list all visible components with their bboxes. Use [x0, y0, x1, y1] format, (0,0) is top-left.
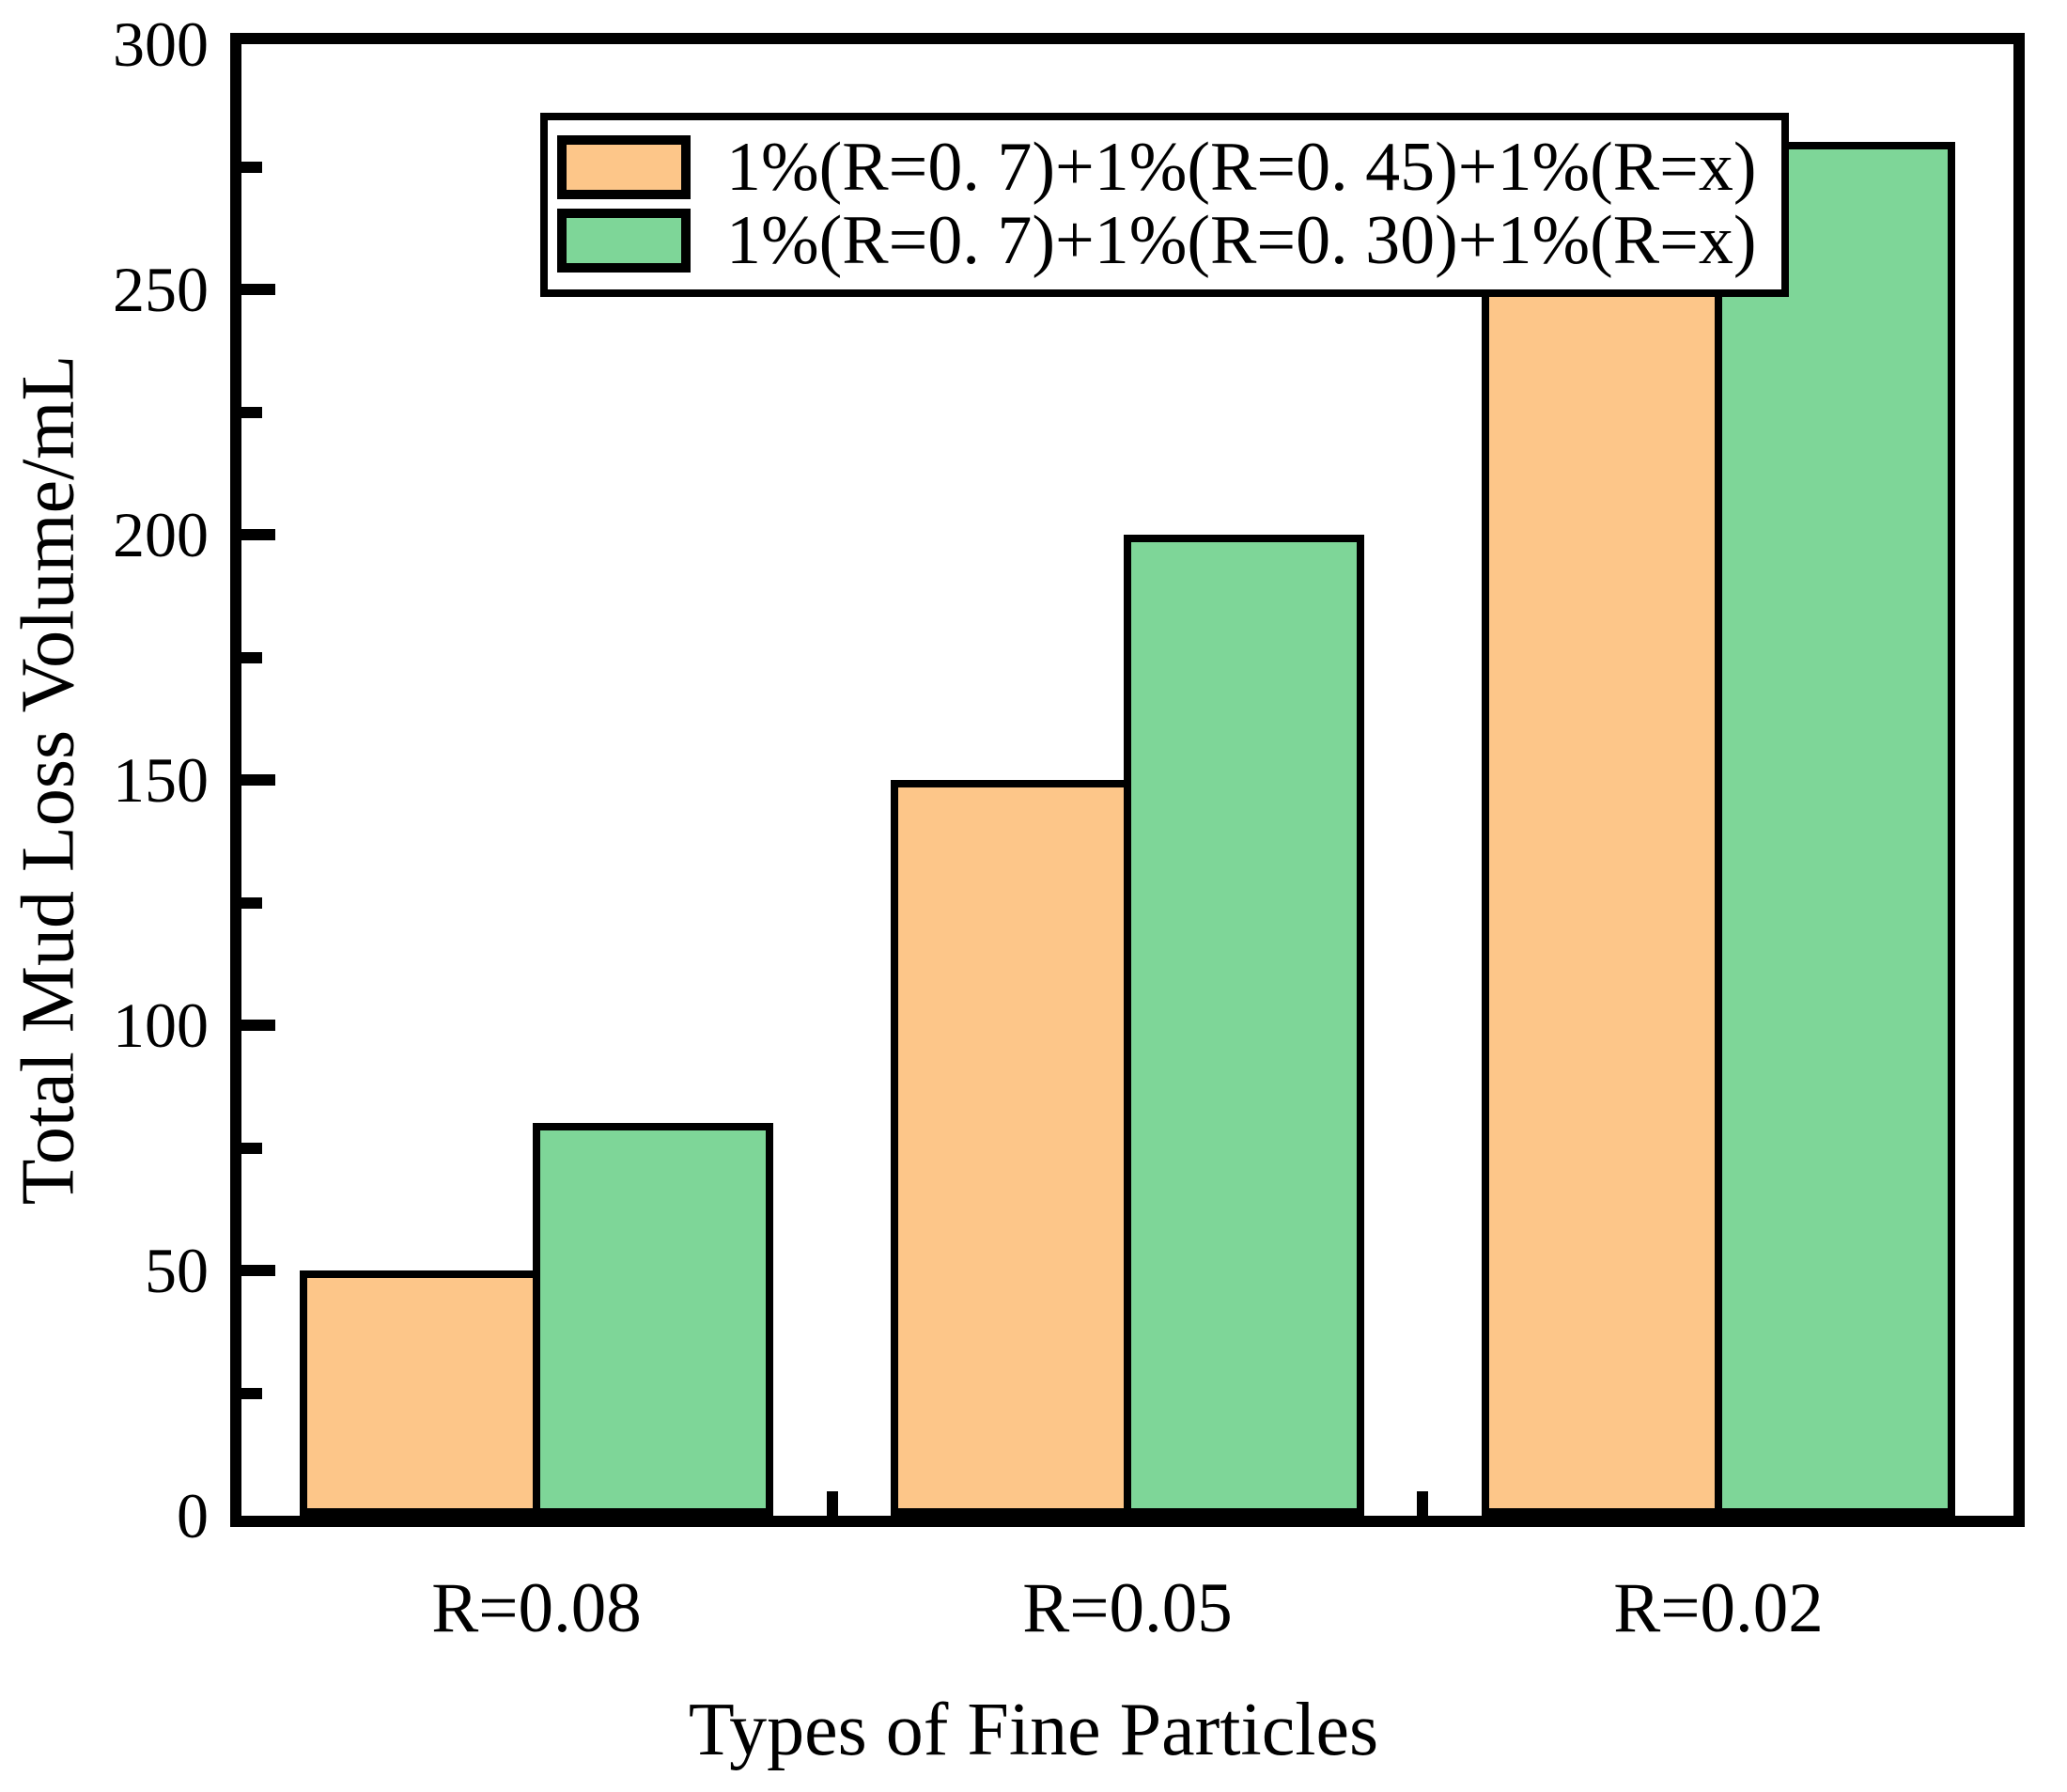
y-major-tick-50 [241, 1265, 275, 1276]
legend-swatch-green [557, 209, 691, 273]
y-minor-tick-275 [241, 162, 262, 173]
x-tick-label-R=0.02: R=0.02 [1613, 1569, 1824, 1647]
y-tick-label-0: 0 [177, 1480, 209, 1551]
y-major-tick-200 [241, 529, 275, 540]
y-minor-tick-25 [241, 1388, 262, 1399]
legend-label-series2: 1%(R=0. 7)+1%(R=0. 30)+1%(R=x) [726, 202, 1757, 279]
legend: 1%(R=0. 7)+1%(R=0. 45)+1%(R=x) 1%(R=0. 7… [540, 113, 1789, 297]
y-major-tick-250 [241, 284, 275, 295]
y-tick-label-300: 300 [113, 8, 209, 80]
y-minor-tick-225 [241, 407, 262, 418]
y-tick-label-50: 50 [145, 1235, 209, 1306]
x-tick-label-R=0.08: R=0.08 [431, 1569, 642, 1647]
bar-series2-R=0.08 [533, 1123, 774, 1516]
y-minor-tick-175 [241, 652, 262, 663]
y-tick-label-200: 200 [113, 499, 209, 570]
bar-series1-R=0.02 [1481, 142, 1722, 1516]
y-tick-label-150: 150 [113, 744, 209, 816]
bar-series1-R=0.08 [300, 1270, 541, 1516]
y-major-tick-100 [241, 1020, 275, 1031]
x-boundary-tick-1 [827, 1491, 838, 1516]
legend-label-series1: 1%(R=0. 7)+1%(R=0. 45)+1%(R=x) [726, 129, 1757, 206]
x-tick-label-R=0.05: R=0.05 [1022, 1569, 1233, 1647]
legend-item-series1: 1%(R=0. 7)+1%(R=0. 45)+1%(R=x) [557, 132, 1757, 203]
y-major-tick-150 [241, 774, 275, 786]
legend-swatch-orange [557, 135, 691, 199]
bar-series2-R=0.05 [1124, 535, 1364, 1516]
plot-inner-area [241, 44, 2013, 1516]
plot-area: 1%(R=0. 7)+1%(R=0. 45)+1%(R=x) 1%(R=0. 7… [230, 33, 2025, 1527]
y-minor-tick-125 [241, 897, 262, 909]
bar-series2-R=0.02 [1714, 142, 1955, 1516]
legend-item-series2: 1%(R=0. 7)+1%(R=0. 30)+1%(R=x) [557, 205, 1757, 276]
x-axis-title: Types of Fine Particles [688, 1689, 1379, 1771]
y-minor-tick-75 [241, 1143, 262, 1154]
y-tick-label-250: 250 [113, 254, 209, 325]
x-boundary-tick-2 [1417, 1491, 1428, 1516]
y-tick-label-100: 100 [113, 989, 209, 1061]
bar-series1-R=0.05 [891, 780, 1131, 1516]
